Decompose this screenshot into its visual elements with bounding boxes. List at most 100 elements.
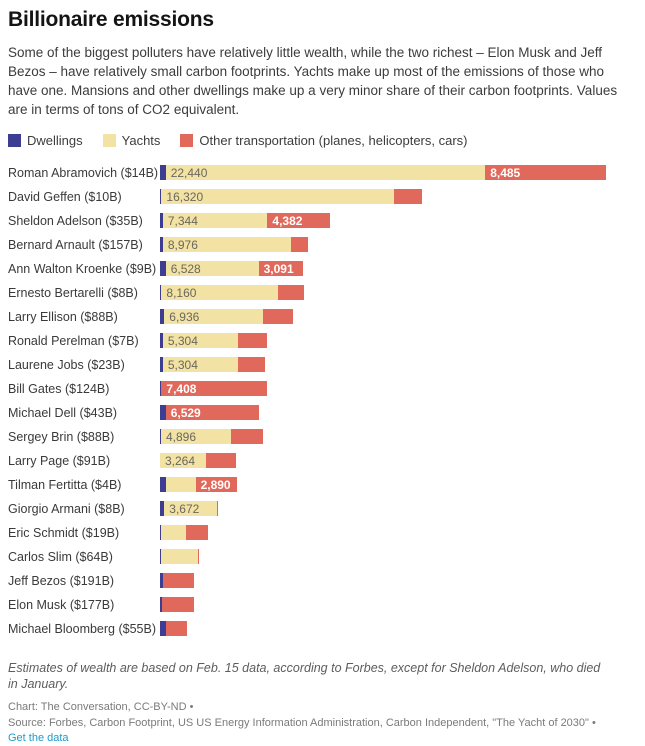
legend-item-yachts: Yachts	[102, 132, 161, 148]
bar-segment-dwellings	[160, 525, 162, 541]
legend-item-dwellings: Dwellings	[8, 133, 83, 148]
bar-segment-dwellings	[160, 549, 162, 565]
bar-segment-yachts: 4,896	[160, 429, 231, 445]
bar-segment-dwellings	[160, 309, 165, 325]
source-credit: Source: Forbes, Carbon Footprint, US US …	[8, 716, 596, 729]
bar-value-label: 7,344	[167, 213, 198, 228]
chart-row: Tilman Fertitta ($4B) 2,890	[8, 473, 637, 497]
bar-row-label: Bill Gates ($124B)	[8, 381, 110, 396]
bar-track: 16,320	[160, 189, 637, 205]
bar-segment-other	[238, 333, 268, 349]
bar-track	[160, 621, 637, 637]
bar-chart: Roman Abramovich ($14B) 22,440 8,485 David …	[8, 161, 637, 641]
bar-track	[160, 525, 637, 541]
get-the-data-link[interactable]: Get the data	[8, 732, 69, 745]
bar-value-label: 7,408	[166, 381, 197, 396]
bar-segment-dwellings	[160, 285, 162, 301]
bar-row-label: Elon Musk ($177B)	[8, 597, 115, 612]
bar-track: 7,408	[160, 381, 637, 397]
bar-segment-other	[206, 453, 236, 469]
bar-value-label: 6,936	[169, 309, 200, 324]
bar-segment-other	[238, 357, 266, 373]
bar-segment-other: 2,890	[195, 477, 237, 493]
bar-row-label: Carlos Slim ($64B)	[8, 549, 113, 564]
chart-row: Roman Abramovich ($14B) 22,440 8,485	[8, 161, 637, 185]
bar-track: 2,890	[160, 477, 637, 493]
chart-row: Giorgio Armani ($8B) 3,672	[8, 497, 637, 521]
legend: Dwellings Yachts Other transportation (pla…	[8, 133, 637, 148]
bar-row-label: Sergey Brin ($88B)	[8, 429, 115, 444]
bar-segment-yachts: 6,528	[165, 261, 259, 277]
page-title: Billionaire emissions	[8, 8, 214, 31]
bar-segment-yachts: 5,304	[162, 357, 239, 373]
bar-value-label: 8,976	[167, 237, 198, 252]
legend-label: Yachts	[121, 132, 161, 148]
bar-track	[160, 573, 637, 589]
bar-value-label: 6,528	[170, 261, 201, 276]
bar-segment-other: 8,485	[485, 165, 607, 181]
bar-track	[160, 597, 637, 613]
bar-segment-other	[165, 621, 187, 637]
bar-segment-dwellings	[160, 501, 165, 517]
chart-row: Jeff Bezos ($191B)	[8, 569, 637, 593]
bar-value-label: 3,672	[169, 501, 200, 516]
bar-row-label: Jeff Bezos ($191B)	[8, 573, 115, 588]
bar-segment-other	[277, 285, 304, 301]
bar-row-label: Eric Schmidt ($19B)	[8, 525, 120, 540]
bar-value-label: 2,890	[200, 477, 231, 492]
bar-track: 6,528 3,091	[160, 261, 637, 277]
bar-value-label: 5,304	[167, 333, 198, 348]
bar-segment-dwellings	[160, 621, 166, 637]
bar-value-label: 6,529	[170, 405, 201, 420]
bar-track: 5,304	[160, 333, 637, 349]
bar-row-label: Michael Dell ($43B)	[8, 405, 118, 420]
bar-row-label: Bernard Arnault ($157B)	[8, 237, 143, 252]
bar-segment-yachts: 16,320	[161, 189, 394, 205]
bar-segment-other	[263, 309, 293, 325]
bar-row-label: David Geffen ($10B)	[8, 189, 122, 204]
bar-value-label: 8,485	[490, 165, 521, 180]
footnote: Estimates of wealth are based on Feb. 15…	[8, 660, 601, 692]
bar-segment-yachts: 7,344	[162, 213, 268, 229]
chart-row: Ann Walton Kroenke ($9B) 6,528 3,091	[8, 257, 637, 281]
bar-segment-yachts: 8,976	[162, 237, 291, 253]
bar-track: 7,344 4,382	[160, 213, 637, 229]
bar-segment-dwellings	[160, 237, 163, 253]
chart-row: Sergey Brin ($88B) 4,896	[8, 425, 637, 449]
bar-segment-dwellings	[160, 381, 162, 397]
chart-row: Eric Schmidt ($19B)	[8, 521, 637, 545]
legend-item-other: Other transportation (planes, helicopter…	[180, 132, 468, 148]
bar-track: 3,264	[160, 453, 637, 469]
bar-row-label: Laurene Jobs ($23B)	[8, 357, 125, 372]
bar-segment-other	[162, 573, 194, 589]
chart-row: Larry Page ($91B) 3,264	[8, 449, 637, 473]
chart-row: Michael Dell ($43B) 6,529	[8, 401, 637, 425]
bar-segment-dwellings	[160, 165, 166, 181]
bar-track: 22,440 8,485	[160, 165, 637, 181]
bar-track: 8,976	[160, 237, 637, 253]
bar-row-label: Roman Abramovich ($14B)	[8, 165, 159, 180]
bar-segment-dwellings	[160, 429, 161, 445]
chart-row: David Geffen ($10B) 16,320	[8, 185, 637, 209]
bar-segment-other	[230, 429, 264, 445]
bar-track: 6,936	[160, 309, 637, 325]
chart-row: Larry Ellison ($88B) 6,936	[8, 305, 637, 329]
bar-segment-yachts	[165, 477, 196, 493]
bar-value-label: 3,264	[165, 453, 196, 468]
bar-segment-other: 6,529	[165, 405, 259, 421]
bar-track: 8,160	[160, 285, 637, 301]
bar-segment-other	[198, 549, 200, 565]
bar-track: 6,529	[160, 405, 637, 421]
bar-segment-other	[216, 501, 218, 517]
bar-row-label: Larry Page ($91B)	[8, 453, 111, 468]
legend-label: Other transportation (planes, helicopter…	[199, 132, 468, 148]
bar-segment-yachts: 6,936	[164, 309, 264, 325]
bar-value-label: 4,896	[165, 429, 197, 444]
bar-segment-dwellings	[160, 405, 166, 421]
bar-segment-dwellings	[160, 213, 163, 229]
bar-segment-yachts: 3,264	[160, 453, 207, 469]
chart-row: Bill Gates ($124B) 7,408	[8, 377, 637, 401]
bar-segment-other	[162, 597, 195, 613]
chart-row: Elon Musk ($177B)	[8, 593, 637, 617]
chart-row: Ronald Perelman ($7B) 5,304	[8, 329, 637, 353]
